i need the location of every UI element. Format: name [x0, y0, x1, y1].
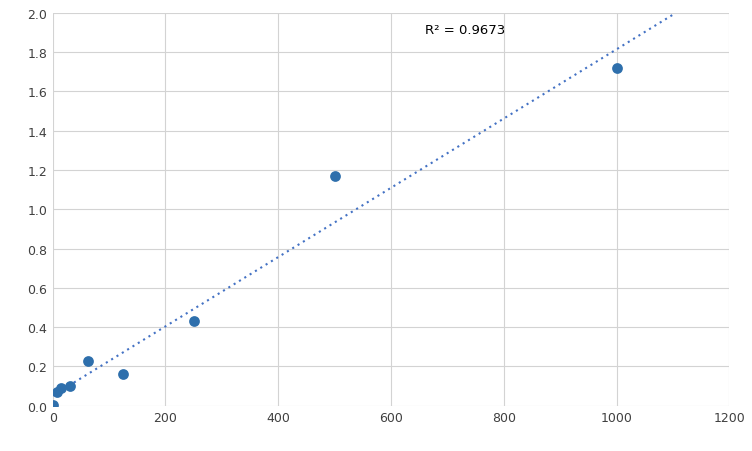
Point	[117, 371, 129, 378]
Point	[611, 65, 623, 72]
Point	[329, 173, 341, 180]
Point	[82, 357, 94, 364]
Point	[188, 318, 200, 325]
Text: R² = 0.9673: R² = 0.9673	[425, 24, 505, 37]
Point	[47, 401, 59, 409]
Point	[51, 389, 63, 396]
Point	[64, 382, 76, 390]
Point	[56, 385, 68, 392]
